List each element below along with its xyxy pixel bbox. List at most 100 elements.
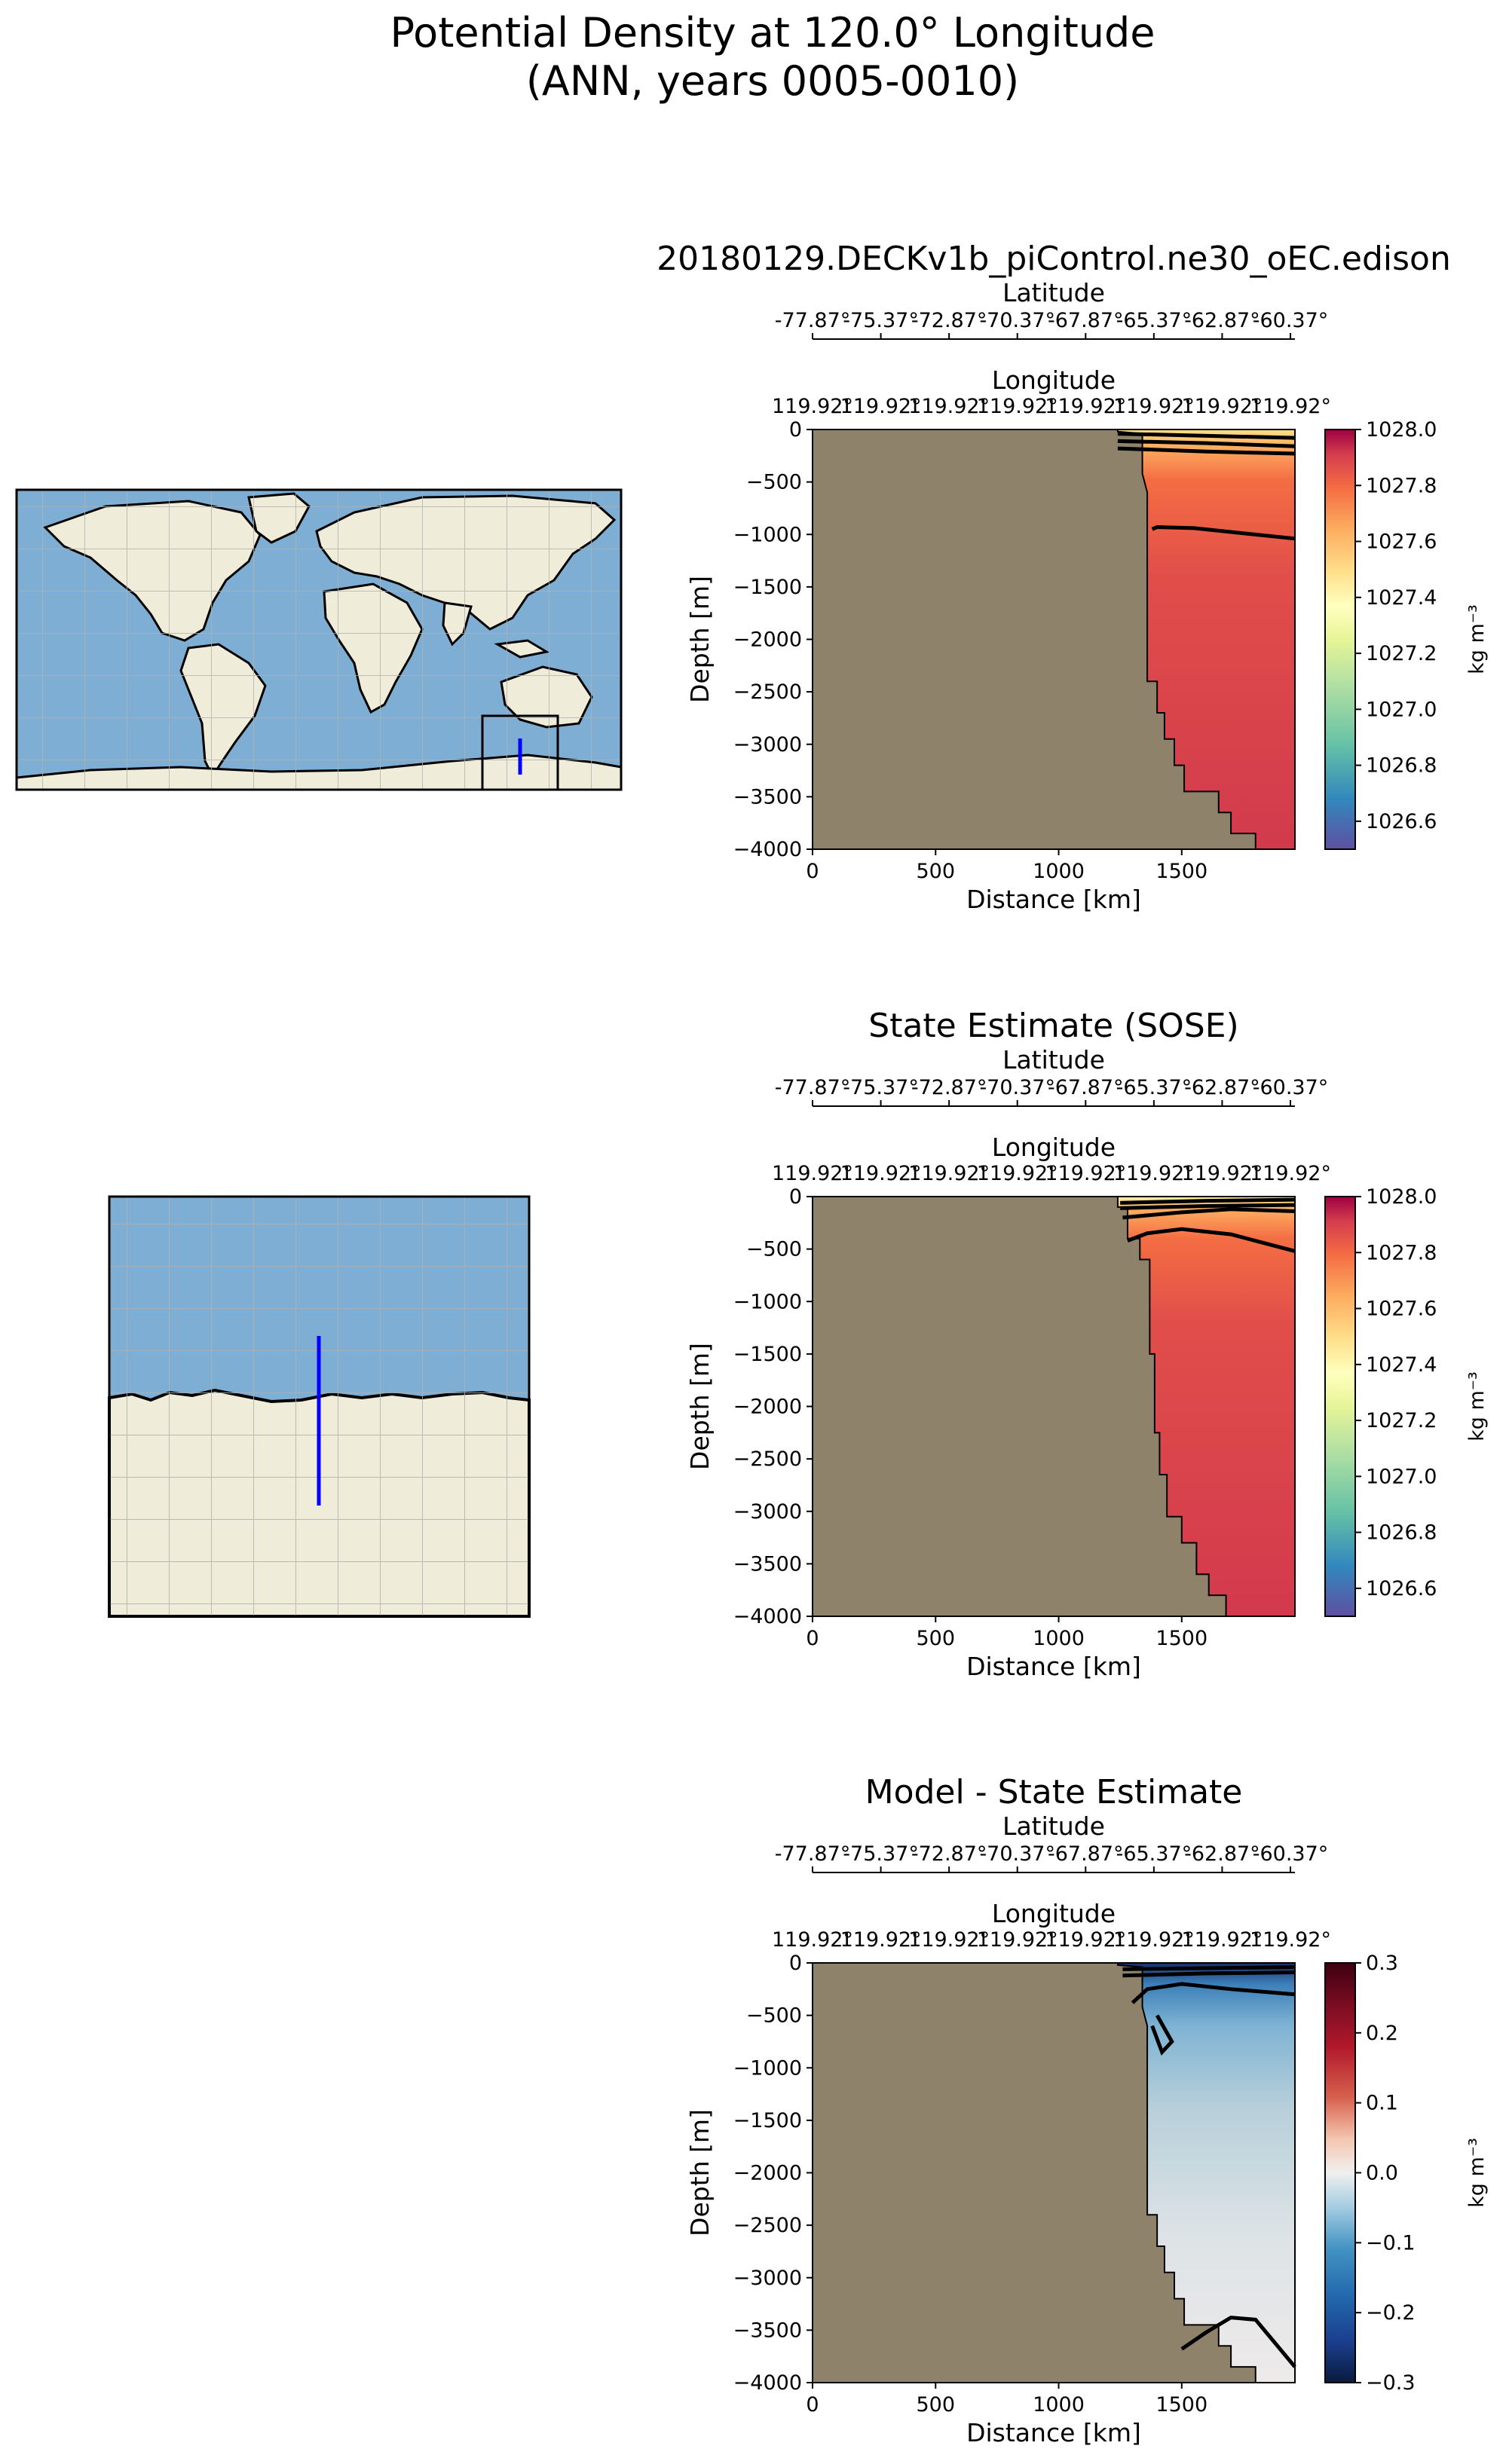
colorbar-tick-label: 1027.2 xyxy=(1366,642,1437,665)
x-tick-label: 1000 xyxy=(1033,2393,1085,2417)
contour-line xyxy=(1122,1970,1296,1978)
latitude-tick-label: -77.87° xyxy=(775,1076,851,1099)
colorbar-tick-label: 1027.6 xyxy=(1366,530,1437,554)
panel-title: 20180129.DECKv1b_piControl.ne30_oEC.edis… xyxy=(657,240,1451,278)
longitude-tick-label: 119.92° xyxy=(840,395,922,418)
latitude-tick-label: -75.37° xyxy=(843,1842,919,1866)
colorbar-tick-label: 1027.8 xyxy=(1366,1241,1437,1264)
colorbar-tick-label: 1027.4 xyxy=(1366,1353,1437,1377)
longitude-tick-label: 119.92° xyxy=(1045,1162,1126,1185)
longitude-tick-label: 119.92° xyxy=(1045,395,1126,418)
colorbar-gradient xyxy=(1324,1196,1356,1617)
zoom-map-frame xyxy=(108,1195,531,1618)
x-tick-label: 0 xyxy=(806,860,819,883)
x-axis-label: Distance [km] xyxy=(966,1652,1141,1681)
contour-line xyxy=(1117,432,1296,440)
longitude-tick-label: 119.92° xyxy=(1181,395,1263,418)
x-axis-label: Distance [km] xyxy=(966,2418,1141,2447)
y-tick-label: −2500 xyxy=(733,2214,802,2237)
latitude-tick-label: -67.87° xyxy=(1048,1076,1124,1099)
latitude-label: Latitude xyxy=(1002,1811,1105,1841)
panel-title: State Estimate (SOSE) xyxy=(868,1007,1238,1045)
colorbar-gradient xyxy=(1324,1962,1356,2383)
latitude-tick-label: -75.37° xyxy=(843,1076,919,1099)
longitude-tick-label: 119.92° xyxy=(1113,1928,1195,1952)
world-map xyxy=(15,488,623,791)
x-tick-label: 500 xyxy=(916,1627,955,1650)
colorbar-tick-label: 1026.8 xyxy=(1366,1521,1437,1545)
longitude-label: Longitude xyxy=(992,365,1116,395)
colorbar-tick-label: 1026.8 xyxy=(1366,754,1437,778)
x-tick-label: 1000 xyxy=(1033,1627,1085,1650)
y-axis-label: Depth [m] xyxy=(685,1343,715,1470)
latitude-tick-label: -62.87° xyxy=(1184,1842,1260,1866)
longitude-label: Longitude xyxy=(992,1899,1116,1928)
y-tick-label: −2500 xyxy=(733,1448,802,1471)
latitude-tick-label: -75.37° xyxy=(843,309,919,332)
y-tick-label: −3000 xyxy=(733,2267,802,2290)
latitude-tick-label: -72.87° xyxy=(911,309,987,332)
longitude-tick-label: 119.92° xyxy=(977,1162,1058,1185)
x-axis-label: Distance [km] xyxy=(966,885,1141,914)
latitude-tick-label: -70.37° xyxy=(979,1842,1055,1866)
colorbar-gradient xyxy=(1324,429,1356,850)
latitude-tick-label: -77.87° xyxy=(775,1842,851,1866)
latitude-label: Latitude xyxy=(1002,278,1105,307)
colorbar-label: kg m⁻³ xyxy=(1465,1371,1489,1441)
y-tick-label: −1500 xyxy=(733,2109,802,2132)
x-tick-label: 1500 xyxy=(1155,860,1208,883)
contour-line xyxy=(1127,1227,1296,1253)
world-map-frame xyxy=(15,488,623,791)
latitude-tick-label: -70.37° xyxy=(979,1076,1055,1099)
y-tick-label: −1500 xyxy=(733,576,802,599)
colorbar-tick-label: −0.3 xyxy=(1366,2371,1416,2395)
y-tick-label: −500 xyxy=(746,2004,802,2028)
latitude-tick-label: -65.37° xyxy=(1116,309,1192,332)
x-tick-label: 500 xyxy=(916,2393,955,2417)
contour-line xyxy=(1122,1207,1296,1220)
figure-title-line1: Potential Density at 120.0° Longitude xyxy=(390,9,1155,57)
contour-line xyxy=(1150,2014,1174,2056)
y-tick-label: 0 xyxy=(789,1952,802,1975)
latitude-tick-label: -60.37° xyxy=(1253,1842,1329,1866)
contour-line xyxy=(1120,1197,1296,1205)
longitude-tick-label: 119.92° xyxy=(1181,1162,1263,1185)
panel-model: 20180129.DECKv1b_piControl.ne30_oEC.edis… xyxy=(657,240,1489,914)
colorbar-tick-label: 0.3 xyxy=(1366,1952,1398,1975)
x-tick-label: 0 xyxy=(806,1627,819,1650)
longitude-tick-label: 119.92° xyxy=(908,1928,990,1952)
colorbar-tick-label: 1028.0 xyxy=(1366,1185,1437,1209)
longitude-tick-label: 119.92° xyxy=(908,1162,990,1185)
colorbar-tick-label: 1026.6 xyxy=(1366,810,1437,833)
latitude-tick-label: -62.87° xyxy=(1184,1076,1260,1099)
colorbar: 0.3 0.2 0.1 0.0 −0.1 −0.2 −0.3 kg m⁻³ xyxy=(1324,1952,1489,2395)
longitude-tick-label: 119.92° xyxy=(840,1162,922,1185)
contour-line xyxy=(1122,1965,1296,1971)
contour-line xyxy=(1131,1982,1296,2004)
bathymetry-land xyxy=(812,429,1256,850)
contour-line xyxy=(1117,439,1296,448)
longitude-tick-label: 119.92° xyxy=(977,395,1058,418)
longitude-tick-label: 119.92° xyxy=(1250,1162,1331,1185)
colorbar-tick-label: 1027.0 xyxy=(1366,698,1437,721)
longitude-tick-label: 119.92° xyxy=(1113,395,1195,418)
longitude-tick-label: 119.92° xyxy=(1045,1928,1126,1952)
x-tick-label: 1000 xyxy=(1033,860,1085,883)
latitude-tick-label: -60.37° xyxy=(1253,1076,1329,1099)
colorbar-label: kg m⁻³ xyxy=(1465,604,1489,674)
zoom-map xyxy=(108,1195,531,1618)
y-tick-label: −500 xyxy=(746,1238,802,1261)
y-tick-label: −4000 xyxy=(733,2371,802,2395)
latitude-tick-label: -72.87° xyxy=(911,1842,987,1866)
x-tick-label: 1500 xyxy=(1155,2393,1208,2417)
y-tick-label: 0 xyxy=(789,418,802,442)
panel-title: Model - State Estimate xyxy=(865,1773,1243,1811)
y-tick-label: −2000 xyxy=(733,1396,802,1419)
colorbar-tick-label: 0.0 xyxy=(1366,2162,1398,2185)
y-tick-label: −1500 xyxy=(733,1343,802,1366)
longitude-tick-label: 119.92° xyxy=(840,1928,922,1952)
y-tick-label: −3500 xyxy=(733,785,802,809)
x-tick-label: 1500 xyxy=(1155,1627,1208,1650)
